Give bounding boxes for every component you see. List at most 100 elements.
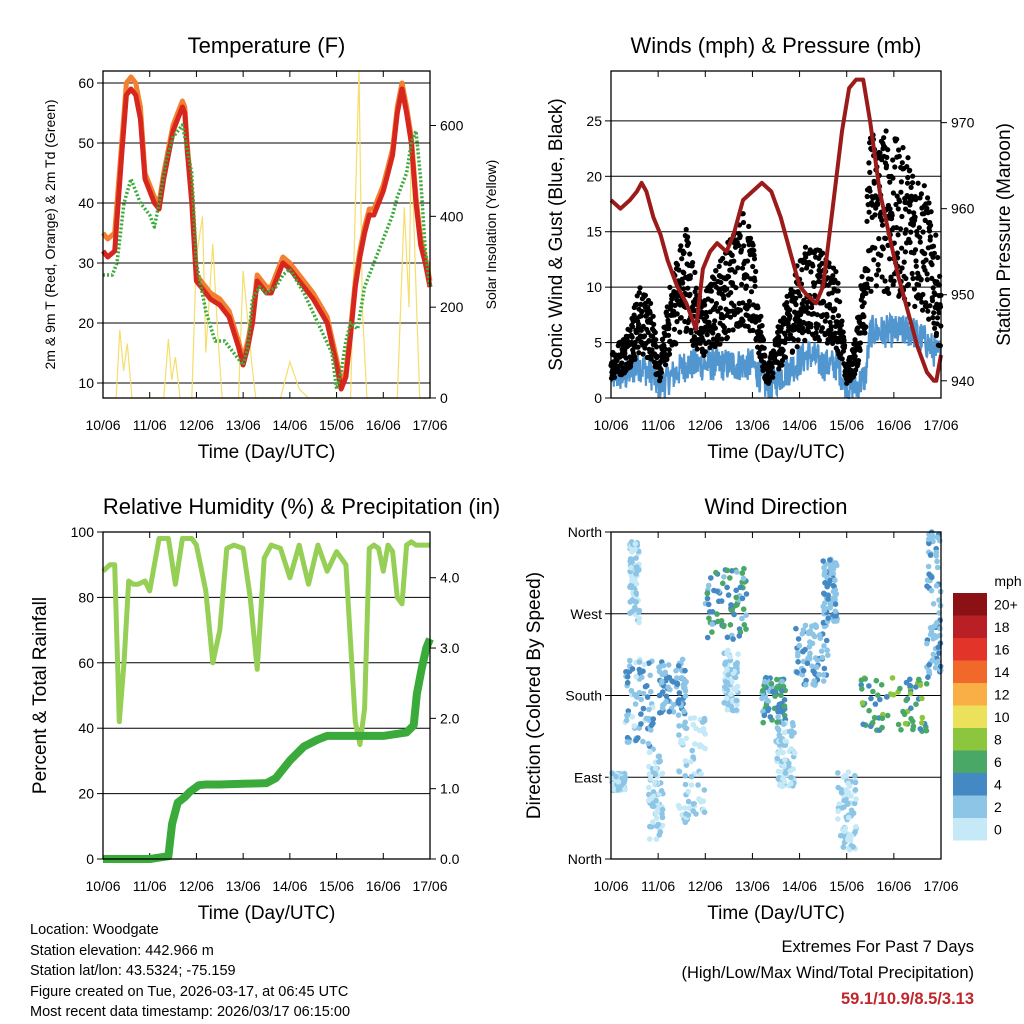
- direction-point: [878, 682, 885, 688]
- legend-label: 6: [994, 754, 1002, 770]
- direction-point: [788, 733, 795, 739]
- legend-swatch: [953, 773, 987, 796]
- extremes-values: 59.1/10.9/8.5/3.13: [840, 990, 974, 1008]
- gust-point: [922, 251, 928, 257]
- direction-point: [819, 654, 826, 661]
- direction-point: [898, 727, 904, 733]
- gust-point: [619, 360, 625, 366]
- plot-frame: [102, 531, 431, 860]
- direction-point: [917, 726, 924, 732]
- gust-point: [666, 325, 672, 332]
- direction-point: [676, 768, 683, 775]
- direction-point: [860, 721, 866, 728]
- gust-point: [896, 198, 903, 205]
- legend-label: 8: [994, 731, 1002, 747]
- direction-point: [841, 797, 847, 804]
- direction-point: [825, 652, 831, 658]
- gust-point: [666, 322, 672, 328]
- direction-point: [859, 700, 866, 706]
- gust-point: [931, 310, 937, 316]
- y-tick-label: 80: [78, 589, 94, 605]
- gust-point: [802, 337, 808, 343]
- gust-point: [721, 324, 728, 331]
- y-tick-label: 50: [78, 135, 94, 151]
- gust-point: [928, 209, 934, 215]
- gust-point: [713, 268, 719, 274]
- gust-point: [650, 333, 656, 339]
- legend-swatch: [953, 705, 987, 728]
- gust-point: [617, 354, 623, 360]
- gust-point: [877, 150, 883, 156]
- gust-point: [651, 321, 657, 327]
- gust-point: [642, 345, 648, 351]
- direction-point: [822, 569, 828, 575]
- direction-point: [689, 747, 695, 754]
- direction-point: [622, 786, 628, 793]
- direction-point: [638, 696, 644, 703]
- x-axis-label: Time (Day/UTC): [198, 903, 336, 924]
- extremes-title: Extremes For Past 7 Days: [781, 938, 974, 956]
- direction-point: [663, 693, 670, 700]
- direction-point: [656, 692, 663, 699]
- direction-point: [727, 622, 734, 628]
- gust-point: [671, 326, 678, 332]
- direction-point: [633, 580, 640, 587]
- direction-point: [727, 654, 733, 660]
- direction-point: [934, 558, 940, 565]
- gust-point: [769, 364, 775, 370]
- direction-point: [762, 678, 768, 685]
- direction-point: [759, 687, 766, 694]
- y-tick-label: 15: [586, 224, 602, 240]
- direction-point: [929, 657, 936, 663]
- direction-point: [632, 546, 638, 553]
- direction-point: [830, 595, 837, 602]
- direction-point: [624, 734, 631, 741]
- y2-tick-label: 970: [951, 115, 975, 131]
- direction-point: [770, 688, 776, 695]
- direction-point: [724, 584, 730, 591]
- x-tick-label: 14/06: [782, 878, 817, 894]
- gust-point: [740, 211, 746, 217]
- gust-point: [718, 279, 724, 286]
- direction-point: [868, 695, 874, 702]
- x-tick-label: 12/06: [179, 417, 214, 433]
- direction-point: [697, 727, 703, 734]
- gust-point: [917, 234, 923, 240]
- direction-point: [840, 844, 847, 850]
- x-tick-label: 11/06: [133, 417, 167, 433]
- gust-point: [918, 276, 924, 282]
- gust-point: [890, 175, 896, 181]
- direction-point: [822, 600, 828, 606]
- gust-point: [780, 347, 786, 353]
- direction-point: [795, 636, 802, 642]
- direction-point: [629, 714, 635, 720]
- gust-point: [815, 322, 821, 328]
- gust-point: [902, 249, 909, 255]
- direction-point: [852, 772, 858, 779]
- gust-point: [907, 167, 913, 173]
- y-tick-label: 40: [78, 195, 94, 211]
- direction-point: [873, 677, 880, 684]
- gust-point: [911, 210, 917, 216]
- direction-point: [741, 622, 748, 628]
- direction-point: [627, 610, 633, 616]
- gust-point: [702, 349, 708, 355]
- gust-point: [660, 336, 666, 343]
- direction-point: [632, 541, 639, 547]
- gust-point: [662, 362, 669, 368]
- y-tick-label: 100: [71, 524, 95, 540]
- y-axis-label: Percent & Total Rainfall: [30, 597, 51, 794]
- gust-point: [674, 311, 680, 317]
- direction-point: [897, 685, 903, 692]
- gust-point: [713, 300, 720, 307]
- gust-point: [899, 245, 905, 251]
- gust-point: [702, 302, 708, 308]
- gust-point: [893, 201, 899, 208]
- gust-point: [687, 273, 694, 279]
- x-tick-label: 15/06: [829, 417, 864, 433]
- x-tick-label: 16/06: [366, 878, 401, 894]
- direction-point: [648, 722, 655, 728]
- direction-point: [631, 723, 637, 729]
- gust-point: [652, 329, 658, 336]
- direction-point: [657, 710, 663, 716]
